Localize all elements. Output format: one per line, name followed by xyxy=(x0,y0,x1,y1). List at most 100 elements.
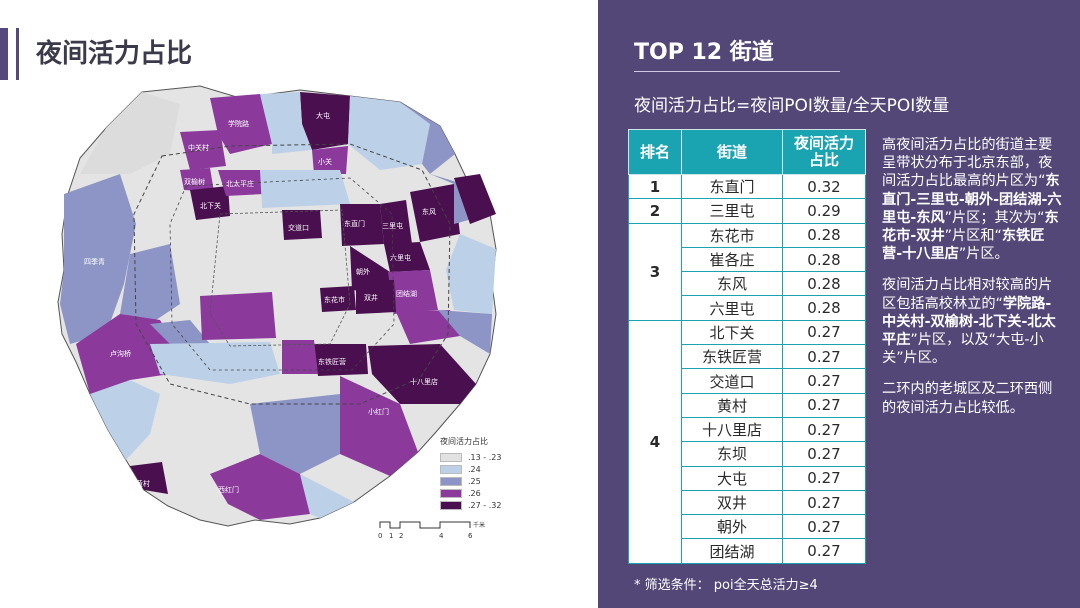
zone-zhongguancun xyxy=(180,130,226,170)
scale-tick-1: 1 xyxy=(389,532,393,540)
map-label-tuanjiehu: 团结湖 xyxy=(396,289,417,298)
legend-swatch xyxy=(440,464,462,474)
map-label-xiaoguan: 小关 xyxy=(318,157,332,166)
scale-unit: 千米 xyxy=(473,521,485,529)
legend-label: .25 xyxy=(468,476,481,486)
zone-shuangjing xyxy=(356,280,396,314)
street-cell: 双井 xyxy=(681,489,783,516)
scale-tick-0: 0 xyxy=(378,532,382,540)
map-legend: 夜间活力占比 .13 - .23 .24 .25 .26 .27 - .32 xyxy=(440,436,501,511)
street-cell: 团结湖 xyxy=(681,538,783,564)
table-row: 3 东花市 0.28 xyxy=(628,222,866,321)
street-cell: 交道口 xyxy=(681,368,783,394)
map-label-sanlitun: 三里屯 xyxy=(382,221,403,230)
legend-item: .27 - .32 xyxy=(440,499,501,511)
street-cell: 六里屯 xyxy=(681,295,783,321)
zone-east-dark2 xyxy=(454,174,496,224)
beijing-district-map: 大屯 学院路 中关村 双榆树 北下关 北太平庄 小关 交道口 东直门 三里屯 东… xyxy=(57,85,497,527)
table-row: 4 北下关 0.27 xyxy=(628,319,866,564)
zone-southeast-medium xyxy=(396,310,460,344)
zone-liulitun xyxy=(384,242,430,272)
zone-huangcun xyxy=(130,462,168,494)
map-label-chaowai: 朝外 xyxy=(356,267,370,276)
street-cell: 东坝 xyxy=(681,441,783,467)
map-label-dongfeng: 东风 xyxy=(422,207,436,216)
ratio-cell: 0.27 xyxy=(782,441,866,467)
table-row: 1 东直门 0.32 xyxy=(628,173,866,200)
table-row: 东风 0.28 xyxy=(629,271,866,297)
legend-label: .26 xyxy=(468,488,481,498)
rank-cell: 1 xyxy=(628,173,682,200)
ratio-cell: 0.27 xyxy=(782,489,866,516)
table-row: 东坝 0.27 xyxy=(629,441,866,467)
rank-cell: 3 xyxy=(628,222,682,321)
map-label-beitaipingzhuang: 北太平庄 xyxy=(226,179,254,188)
rank-cell: 2 xyxy=(628,198,682,224)
left-panel: 夜间活力占比 xyxy=(0,28,502,540)
zone-south-purple xyxy=(210,454,310,520)
map-label-sijiqing: 四季青 xyxy=(84,257,105,266)
header-ratio: 夜间活力占比 xyxy=(782,129,866,175)
ratio-cell: 0.27 xyxy=(782,465,866,491)
zone-dongfeng xyxy=(410,184,460,242)
ratio-cell: 0.28 xyxy=(782,271,866,297)
zone-southwest-light xyxy=(90,380,160,460)
street-cell: 东风 xyxy=(681,271,783,297)
scale-tick-6: 6 xyxy=(468,532,473,540)
ratio-cell: 0.27 xyxy=(782,514,866,540)
zone-east-light xyxy=(446,234,496,314)
zone-center-light xyxy=(260,170,350,208)
map-label-dongtiejiangying: 东铁匠营 xyxy=(318,357,346,366)
top12-title: TOP 12 街道 xyxy=(634,40,774,65)
table-row: 东铁匠营 0.27 xyxy=(629,344,866,370)
table-row: 团结湖 0.27 xyxy=(629,538,866,564)
title-accent-line xyxy=(16,28,19,80)
ratio-cell: 0.27 xyxy=(782,416,866,443)
header-rank: 排名 xyxy=(628,129,682,175)
legend-swatch xyxy=(440,488,462,498)
legend-item: .13 - .23 xyxy=(440,451,501,463)
ratio-cell: 0.28 xyxy=(782,246,866,273)
zone-south-mid xyxy=(250,394,340,474)
table-row: 大屯 0.27 xyxy=(629,465,866,491)
street-cell: 东花市 xyxy=(681,222,783,248)
map-label-datun: 大屯 xyxy=(316,111,330,120)
street-cell: 十八里店 xyxy=(681,416,783,443)
map-label-beixiaguan: 北下关 xyxy=(200,201,221,210)
table-row: 十八里店 0.27 xyxy=(629,416,866,443)
ratio-cell: 0.27 xyxy=(782,368,866,394)
map-label-lugouqiao: 卢沟桥 xyxy=(110,349,131,358)
zone-center-south-light xyxy=(150,342,280,384)
scale-tick-2: 2 xyxy=(399,532,403,540)
zone-tuanjiehu-area xyxy=(388,270,438,314)
description: 高夜间活力占比的街道主要呈带状分布于北京东部，夜间活力占比最高的片区为“东直门-… xyxy=(882,136,1064,430)
map-label-jiaodaokou: 交道口 xyxy=(288,223,309,232)
ratio-cell: 0.29 xyxy=(782,198,866,224)
zone-xiaoguan xyxy=(312,146,348,174)
legend-item: .26 xyxy=(440,487,501,499)
map-label-zhongguancun: 中关村 xyxy=(188,143,209,152)
ratio-cell: 0.27 xyxy=(782,538,866,564)
street-cell: 三里屯 xyxy=(681,198,783,224)
zone-donghuashi xyxy=(320,286,356,312)
ring-road-5 xyxy=(133,143,451,405)
title-accent-bar xyxy=(0,28,8,80)
zone-northeast-light xyxy=(348,96,430,170)
map-label-shuangyushu: 双榆树 xyxy=(184,177,205,186)
zone-northeast-medium xyxy=(400,102,455,174)
street-cell: 黄村 xyxy=(681,392,783,418)
table-row: 崔各庄 0.28 xyxy=(629,246,866,273)
legend-swatch xyxy=(440,500,462,510)
desc-para-3: 二环内的老城区及二环西侧的夜间活力占比较低。 xyxy=(882,381,1053,416)
zone-lugouqiao xyxy=(76,314,180,394)
street-cell: 东铁匠营 xyxy=(681,344,783,370)
zone-southeast-medium2 xyxy=(438,310,492,354)
table-row: 2 三里屯 0.29 xyxy=(628,198,866,224)
formula-text: 夜间活力占比=夜间POI数量/全天POI数量 xyxy=(634,96,950,116)
page-title: 夜间活力占比 xyxy=(36,39,193,69)
legend-title: 夜间活力占比 xyxy=(440,437,488,446)
table-row: 交道口 0.27 xyxy=(629,368,866,394)
zone-sanlitun xyxy=(380,200,412,244)
desc-para-1: 高夜间活力占比的街道主要呈带状分布于北京东部，夜间活力占比最高的片区为“东直门-… xyxy=(882,137,1062,263)
scale-tick-4: 4 xyxy=(439,532,444,540)
